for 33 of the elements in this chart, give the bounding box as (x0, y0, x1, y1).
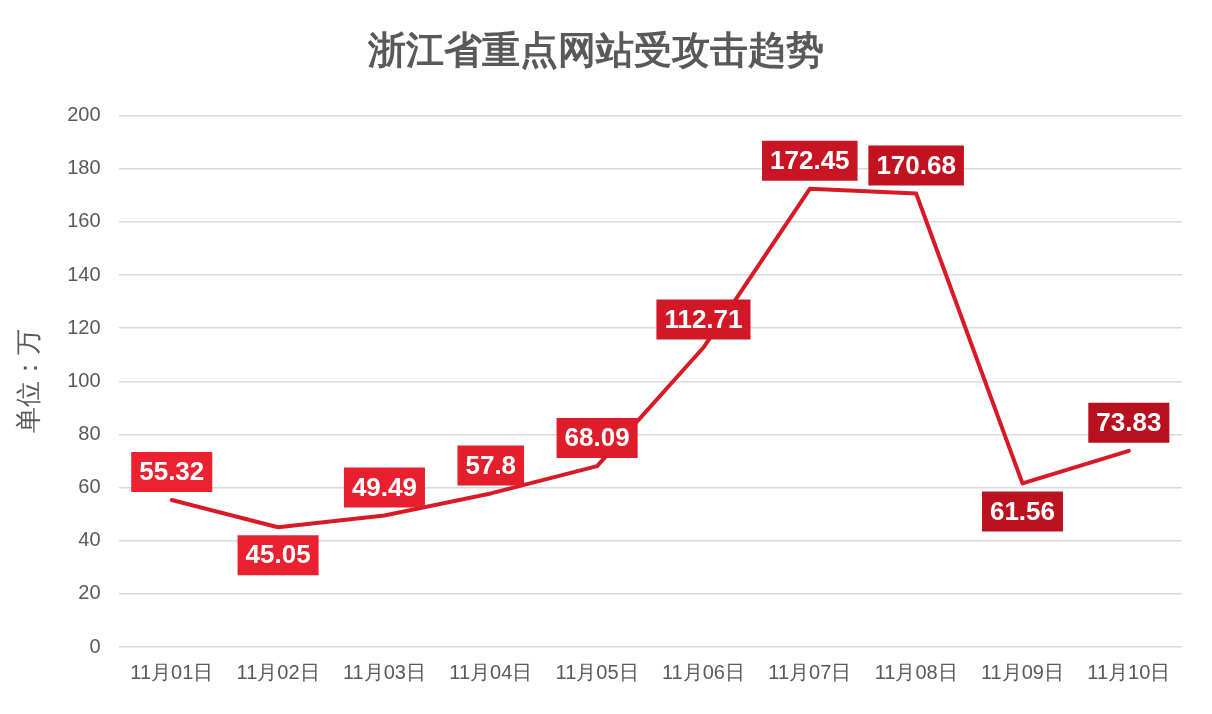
x-tick-label: 11月07日 (768, 660, 852, 683)
x-tick-label: 11月05日 (555, 660, 639, 683)
data-label: 172.45 (770, 144, 850, 175)
data-label: 45.05 (245, 539, 311, 570)
x-tick-label: 11月06日 (661, 660, 745, 683)
y-tick-label: 100 (67, 368, 101, 391)
data-label: 61.56 (989, 495, 1056, 526)
x-tick-label: 11月08日 (874, 660, 958, 683)
y-tick-label: 80 (78, 421, 101, 444)
data-label: 55.32 (139, 456, 205, 487)
x-tick-label: 11月03日 (342, 660, 426, 683)
y-tick-label: 20 (78, 581, 101, 604)
x-tick-label: 11月04日 (449, 660, 533, 683)
y-axis-title: 单位：万 (12, 329, 43, 434)
y-tick-label: 140 (67, 262, 101, 285)
data-label: 112.71 (664, 303, 743, 334)
y-tick-label: 180 (67, 156, 101, 179)
data-label: 170.68 (876, 149, 956, 180)
y-tick-label: 120 (67, 315, 101, 338)
x-tick-label: 11月02日 (236, 660, 320, 683)
x-tick-label: 11月10日 (1087, 660, 1171, 683)
chart-title: 浙江省重点网站受攻击趋势 (367, 29, 824, 72)
data-label: 73.83 (1096, 407, 1162, 438)
data-label: 57.8 (465, 449, 517, 480)
y-tick-label: 60 (78, 475, 101, 498)
x-tick-label: 11月01日 (130, 660, 214, 683)
y-tick-label: 0 (89, 634, 101, 657)
y-tick-label: 200 (67, 103, 101, 126)
y-tick-label: 40 (78, 528, 101, 551)
y-tick-label: 160 (67, 209, 101, 232)
data-label: 68.09 (564, 422, 630, 453)
data-label: 49.49 (351, 471, 417, 502)
x-tick-label: 11月09日 (980, 660, 1064, 683)
